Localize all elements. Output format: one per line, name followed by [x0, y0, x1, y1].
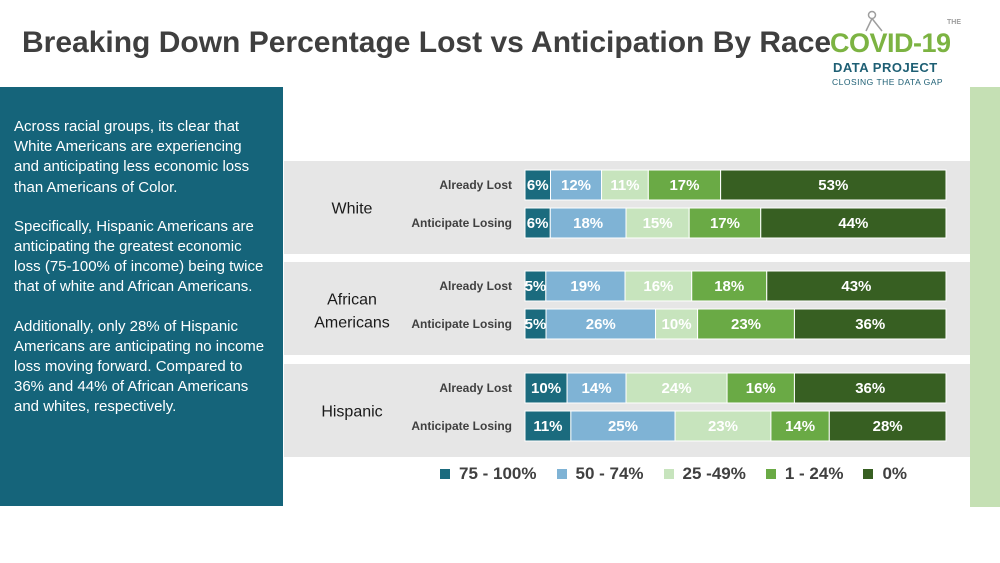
- logo-name: COVID-19: [830, 28, 951, 58]
- bar-segment-hispanic-already-lost-3: [625, 372, 728, 404]
- legend-item-2: 50 - 74%: [556, 464, 644, 484]
- data-label-african-americans-anticipate-losing-4: 23%: [731, 316, 761, 333]
- bar-segment-african-americans-anticipate-losing-4: [697, 308, 795, 340]
- data-label-african-americans-already-lost-1: 5%: [525, 278, 547, 295]
- bar-segment-white-already-lost-5: [720, 169, 947, 201]
- legend-label-4: 1 - 24%: [784, 464, 844, 483]
- legend-item-5: 0%: [863, 464, 907, 484]
- data-label-white-already-lost-2: 12%: [561, 177, 591, 194]
- data-label-white-already-lost-4: 17%: [669, 177, 699, 194]
- data-label-white-anticipate-losing-4: 17%: [710, 215, 740, 232]
- data-label-hispanic-already-lost-4: 16%: [746, 380, 776, 397]
- data-label-african-americans-anticipate-losing-3: 10%: [662, 316, 692, 333]
- bar-segment-white-anticipate-losing-4: [688, 207, 762, 239]
- data-label-hispanic-anticipate-losing-2: 25%: [608, 418, 638, 435]
- legend-swatch-3: [663, 469, 674, 479]
- bar-segment-hispanic-anticipate-losing-2: [570, 410, 676, 442]
- chart-legend: 75 - 100% 50 - 74% 25 -49% 1 - 24% 0%: [440, 464, 907, 484]
- page-title: Breaking Down Percentage Lost vs Anticip…: [22, 26, 832, 59]
- group-label-hispanic: Hispanic: [321, 404, 382, 421]
- logo-tagline: CLOSING THE DATA GAP: [832, 77, 944, 87]
- row-label-african-americans-anticipate-losing: Anticipate Losing: [411, 317, 512, 331]
- data-label-african-americans-anticipate-losing-1: 5%: [525, 316, 547, 333]
- summary-panel: Across racial groups, its clear that Whi…: [0, 87, 283, 506]
- bar-segment-african-americans-anticipate-losing-5: [793, 308, 947, 340]
- bar-segment-white-anticipate-losing-3: [625, 207, 690, 239]
- data-label-white-anticipate-losing-5: 44%: [838, 215, 868, 232]
- bar-segment-african-americans-anticipate-losing-2: [545, 308, 657, 340]
- data-label-white-already-lost-1: 6%: [527, 177, 549, 194]
- summary-paragraph-2: Specifically, Hispanic Americans are ant…: [14, 217, 264, 296]
- data-label-white-already-lost-5: 53%: [818, 177, 848, 194]
- data-label-white-already-lost-3: 11%: [610, 177, 639, 194]
- data-label-african-americans-already-lost-3: 16%: [643, 278, 673, 295]
- covid-data-project-logo: THE COVID-19 DATA PROJECT CLOSING THE DA…: [828, 10, 963, 90]
- data-label-hispanic-already-lost-2: 14%: [582, 380, 612, 397]
- legend-label-3: 25 -49%: [682, 464, 746, 483]
- data-label-hispanic-anticipate-losing-3: 23%: [708, 418, 738, 435]
- bar-segment-hispanic-already-lost-4: [726, 372, 795, 404]
- group-label-white: White: [332, 201, 373, 218]
- legend-label-1: 75 - 100%: [459, 464, 537, 483]
- bar-segment-white-already-lost-1: [524, 169, 552, 201]
- legend-swatch-4: [765, 469, 776, 479]
- bar-segment-hispanic-anticipate-losing-5: [828, 410, 947, 442]
- bar-segment-white-anticipate-losing-1: [524, 207, 551, 239]
- summary-paragraph-1: Across racial groups, its clear that Whi…: [14, 118, 250, 196]
- molecule-icon: [865, 10, 883, 32]
- data-label-hispanic-anticipate-losing-1: 11%: [533, 418, 562, 435]
- row-label-hispanic-anticipate-losing: Anticipate Losing: [411, 419, 512, 433]
- bar-segment-white-anticipate-losing-2: [549, 207, 627, 239]
- bar-segment-african-americans-already-lost-3: [624, 270, 693, 302]
- bar-segment-african-americans-already-lost-5: [766, 270, 947, 302]
- data-label-white-anticipate-losing-3: 15%: [643, 215, 673, 232]
- logo-the-text: THE: [947, 19, 961, 26]
- bar-segment-hispanic-anticipate-losing-3: [674, 410, 772, 442]
- data-label-white-anticipate-losing-2: 18%: [573, 215, 603, 232]
- row-label-african-americans-already-lost: Already Lost: [439, 279, 512, 293]
- legend-swatch-5: [863, 469, 874, 479]
- bar-segment-white-already-lost-4: [647, 169, 722, 201]
- bar-segment-hispanic-anticipate-losing-1: [524, 410, 572, 442]
- legend-item-4: 1 - 24%: [765, 464, 844, 484]
- row-label-white-anticipate-losing: Anticipate Losing: [411, 216, 512, 230]
- data-label-hispanic-anticipate-losing-5: 28%: [873, 418, 903, 435]
- bar-segment-white-already-lost-2: [550, 169, 603, 201]
- bar-segment-hispanic-anticipate-losing-4: [770, 410, 830, 442]
- decorative-side-stripe: [970, 87, 1000, 507]
- bar-segment-hispanic-already-lost-5: [793, 372, 947, 404]
- data-label-hispanic-already-lost-3: 24%: [662, 380, 692, 397]
- legend-swatch-2: [556, 469, 567, 479]
- data-label-hispanic-anticipate-losing-4: 14%: [785, 418, 815, 435]
- legend-item-3: 25 -49%: [663, 464, 746, 484]
- data-label-white-anticipate-losing-1: 6%: [527, 215, 549, 232]
- legend-swatch-1: [440, 469, 450, 479]
- legend-item-1: 75 - 100%: [440, 464, 537, 484]
- logo-subtitle: DATA PROJECT: [833, 60, 938, 75]
- data-label-hispanic-already-lost-1: 10%: [531, 380, 561, 397]
- bar-segment-hispanic-already-lost-2: [566, 372, 627, 404]
- legend-label-2: 50 - 74%: [575, 464, 644, 483]
- row-label-white-already-lost: Already Lost: [439, 178, 512, 192]
- data-label-african-americans-anticipate-losing-2: 26%: [586, 316, 616, 333]
- summary-paragraph-3: Additionally, only 28% of Hispanic Ameri…: [14, 317, 265, 416]
- data-label-african-americans-already-lost-2: 19%: [570, 278, 600, 295]
- legend-label-5: 0%: [882, 464, 908, 483]
- bar-segment-african-americans-already-lost-4: [691, 270, 768, 302]
- data-label-hispanic-already-lost-5: 36%: [855, 380, 885, 397]
- data-label-african-americans-already-lost-4: 18%: [714, 278, 744, 295]
- bar-segment-white-anticipate-losing-5: [760, 207, 947, 239]
- row-label-hispanic-already-lost: Already Lost: [439, 381, 512, 395]
- data-label-african-americans-anticipate-losing-5: 36%: [855, 316, 885, 333]
- group-label-african-americans: African Americans: [314, 292, 390, 332]
- data-label-african-americans-already-lost-5: 43%: [841, 278, 871, 295]
